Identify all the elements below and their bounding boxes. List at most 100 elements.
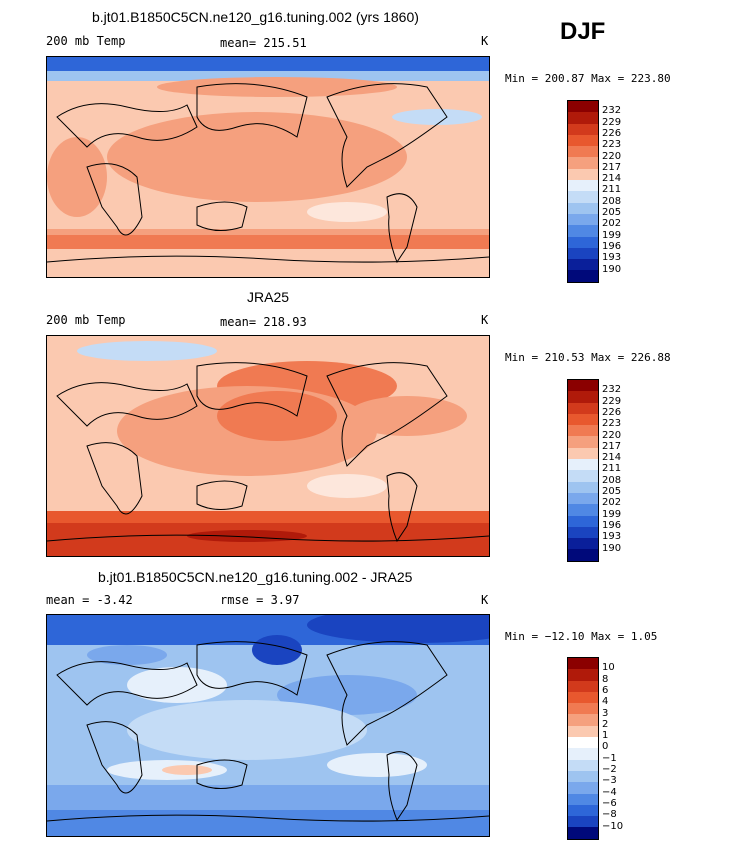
colorbar-tick-label: 8 [602,673,609,685]
colorbar-swatch [568,157,598,169]
colorbar-tick-label: 229 [602,395,622,407]
colorbar-obs [567,379,599,562]
colorbar-swatch [568,202,598,214]
minmax-model: Min = 200.87 Max = 223.80 [505,72,671,85]
colorbar-swatch [568,436,598,448]
colorbar-tick-label: 208 [602,474,622,486]
colorbar-tick-label: 223 [602,139,622,151]
colorbar-tick-label: 226 [602,406,622,418]
colorbar-swatch [568,213,598,226]
colorbar-tick-label: 211 [602,463,622,475]
colorbar-swatch [568,492,598,505]
colorbar-swatch [568,793,598,805]
colorbar-tick-label: 2 [602,718,609,730]
panel-title-obs: JRA25 [247,289,290,305]
colorbar-swatch [568,402,598,414]
colorbar-tick-label: 190 [602,542,622,554]
map-obs [46,335,490,557]
colorbar-tick-label: 226 [602,127,622,139]
colorbar-tick-label: −10 [602,820,624,832]
units-label-obs: K [481,313,489,327]
colorbar-swatch [568,714,598,726]
colorbar-tick-label: 3 [602,707,609,719]
colorbar-model [567,100,599,283]
minmax-diff: Min = −12.10 Max = 1.05 [505,630,658,643]
map-diff-field [47,615,489,836]
units-label-model: K [481,34,489,48]
colorbar-swatch [568,459,598,471]
colorbar-tick-label: 4 [602,696,609,708]
colorbar-swatch [568,101,598,113]
colorbar-tick-label: 1 [602,730,609,742]
colorbar-swatch [568,770,598,783]
colorbar-tick-label: 6 [602,684,609,696]
colorbar-tick-label: 199 [602,229,622,241]
colorbar-swatch [568,470,598,482]
colorbar-swatch [568,804,598,817]
colorbar-tick-label: 196 [602,519,622,531]
colorbar-tick-label: 202 [602,218,622,230]
colorbar-tick-label: 196 [602,240,622,252]
colorbar-tick-label: 190 [602,263,622,275]
panel-title-diff: b.jt01.B1850C5CN.ne120_g16.tuning.002 - … [98,569,413,585]
colorbar-tick-label: −4 [602,786,617,798]
map-model-field [47,57,489,277]
rmse-label-diff: rmse = 3.97 [220,593,300,607]
field-label-obs: 200 mb Temp [46,313,126,327]
colorbar-tick-label: −3 [602,775,617,787]
colorbar-swatch [568,380,598,392]
colorbar-swatch [568,168,598,181]
colorbar-tick-label: 202 [602,497,622,509]
colorbar-swatch [568,134,598,147]
colorbar-swatch [568,270,598,282]
season-label: DJF [560,18,606,45]
colorbar-tick-label: 211 [602,184,622,196]
colorbar-tick-label: −8 [602,809,617,821]
map-diff [46,614,490,837]
colorbar-swatch [568,782,598,794]
colorbar-swatch [568,259,598,271]
colorbar-tick-label: 0 [602,741,609,753]
colorbar-swatch [568,658,598,670]
colorbar-swatch [568,247,598,260]
colorbar-swatch [568,504,598,516]
colorbar-tick-label: 208 [602,195,622,207]
colorbar-swatch [568,669,598,681]
colorbar-swatch [568,526,598,539]
colorbar-swatch [568,391,598,403]
field-label-model: 200 mb Temp [46,34,126,48]
colorbar-swatch [568,680,598,692]
colorbar-tick-label: 220 [602,429,622,441]
colorbar-swatch [568,737,598,749]
colorbar-swatch [568,146,598,158]
colorbar-swatch [568,549,598,561]
colorbar-tick-label: 214 [602,452,622,464]
colorbar-tick-label: 220 [602,150,622,162]
colorbar-swatch [568,123,598,135]
colorbar-swatch [568,236,598,248]
colorbar-swatch [568,827,598,839]
minmax-obs: Min = 210.53 Max = 226.88 [505,351,671,364]
colorbar-swatch [568,703,598,715]
colorbar-swatch [568,425,598,437]
colorbar-tick-label: 193 [602,252,622,264]
mean-label-model: mean= 215.51 [220,36,307,50]
colorbar-tick-label: 217 [602,440,622,452]
colorbar-swatch [568,515,598,527]
mean-label-diff: mean = -3.42 [46,593,133,607]
map-model [46,56,490,278]
colorbar-tick-label: 232 [602,384,622,396]
colorbar-swatch [568,447,598,460]
colorbar-tick-label: −1 [602,752,617,764]
colorbar-tick-label: 193 [602,531,622,543]
colorbar-tick-label: 232 [602,105,622,117]
colorbar-tick-label: 229 [602,116,622,128]
colorbar-swatch [568,816,598,828]
colorbar-swatch [568,413,598,426]
colorbar-swatch [568,112,598,124]
colorbar-swatch [568,481,598,493]
colorbar-swatch [568,748,598,760]
units-label-diff: K [481,593,489,607]
colorbar-tick-label: 10 [602,662,615,674]
colorbar-swatch [568,759,598,771]
